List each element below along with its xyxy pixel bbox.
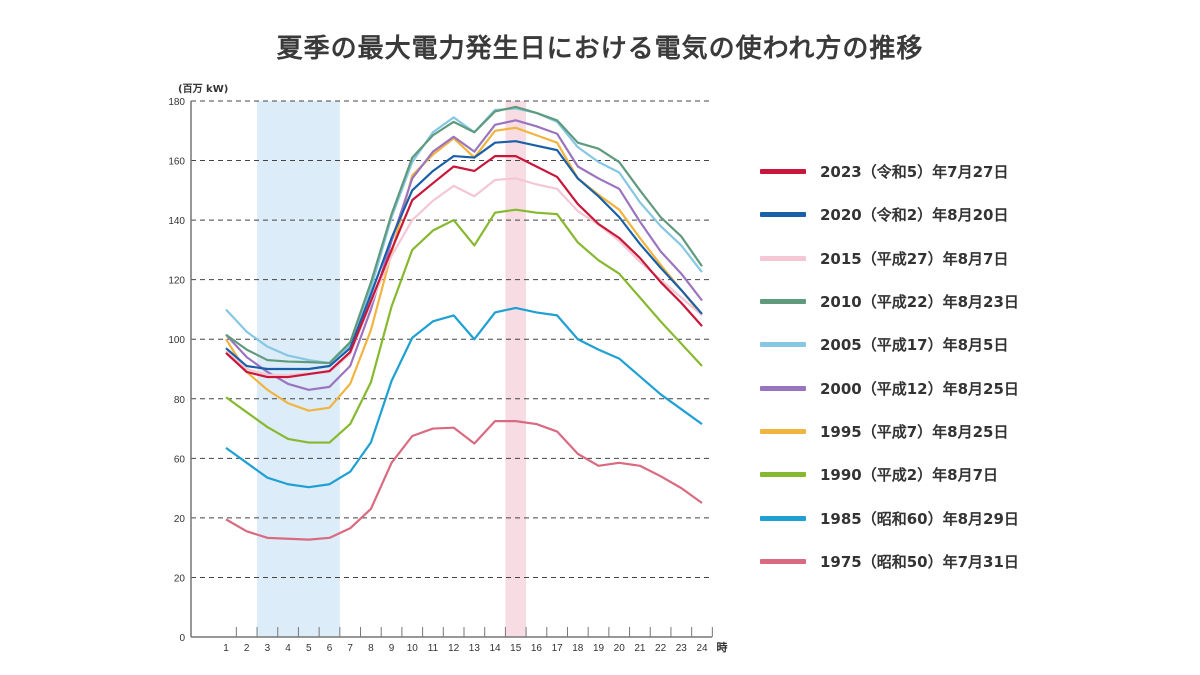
- y-tick-label: 80: [174, 395, 186, 406]
- legend-item: 2005（平成17）年8月5日: [760, 323, 1019, 366]
- x-tick-label: 15: [510, 643, 522, 654]
- legend-item: 2015（平成27）年8月7日: [760, 237, 1019, 280]
- legend-label: 1985（昭和60）年8月29日: [820, 509, 1019, 528]
- legend-item: 1995（平成7）年8月25日: [760, 410, 1019, 453]
- legend-swatch: [760, 212, 806, 218]
- series-line: [225, 105, 703, 365]
- legend-item: 1985（昭和60）年8月29日: [760, 496, 1019, 539]
- highlight-band-peak: [505, 101, 527, 637]
- legend-swatch: [760, 255, 806, 261]
- x-tick-label: 8: [368, 643, 374, 654]
- legend-label: 1975（昭和50）年7月31日: [820, 552, 1019, 571]
- legend-label: 1990（平成2）年8月7日: [820, 466, 999, 485]
- series-line: [225, 140, 703, 371]
- legend-swatch: [760, 169, 806, 175]
- x-tick-label: 11: [428, 643, 439, 654]
- x-tick-label: 2: [244, 643, 250, 654]
- x-axis-label: 時: [717, 640, 728, 654]
- x-tick-label: 16: [531, 643, 543, 654]
- x-tick-label: 3: [265, 643, 271, 654]
- legend-item: 1990（平成2）年8月7日: [760, 453, 1019, 496]
- legend-label: 2015（平成27）年8月7日: [820, 249, 1009, 268]
- y-axis-unit-label: (百万 kW): [178, 83, 228, 95]
- x-tick-label: 1: [223, 643, 229, 654]
- series-line: [225, 154, 703, 379]
- y-tick-label: 160: [168, 157, 185, 168]
- legend-label: 2010（平成22）年8月23日: [820, 293, 1019, 312]
- legend-item: 2000（平成12）年8月25日: [760, 366, 1019, 409]
- x-tick-label: 22: [655, 643, 667, 654]
- series-line: [225, 126, 703, 412]
- x-tick-label: 13: [469, 643, 481, 654]
- x-tick-label: 4: [285, 643, 291, 654]
- legend-label: 1995（平成7）年8月25日: [820, 422, 1009, 441]
- legend-item: 1975（昭和50）年7月31日: [760, 540, 1019, 583]
- y-tick-label: 60: [174, 454, 186, 465]
- x-tick-label: 24: [696, 643, 708, 654]
- x-tick-label: 6: [327, 643, 333, 654]
- legend-swatch: [760, 558, 806, 564]
- chart-title: 夏季の最大電力発生日における電気の使われ方の推移: [276, 34, 924, 64]
- x-tick-label: 23: [676, 643, 688, 654]
- x-tick-label: 20: [614, 643, 626, 654]
- series-line: [225, 420, 703, 541]
- legend-item: 2010（平成22）年8月23日: [760, 280, 1019, 323]
- x-tick-label: 5: [306, 643, 312, 654]
- y-tick-label: 20: [174, 573, 186, 584]
- legend-label: 2005（平成17）年8月5日: [820, 336, 1009, 355]
- x-tick-label: 17: [552, 643, 564, 654]
- y-tick-label: 140: [168, 216, 185, 227]
- axes: [190, 101, 713, 638]
- x-tick-label: 19: [593, 643, 605, 654]
- legend-label: 2020（令和2）年8月20日: [820, 206, 1009, 225]
- series-lines: [225, 105, 703, 541]
- legend-swatch: [760, 385, 806, 391]
- x-tick-label: 21: [634, 643, 646, 654]
- y-tick-label: 100: [168, 335, 185, 346]
- legend-label: 2000（平成12）年8月25日: [820, 379, 1019, 398]
- series-line: [225, 107, 703, 365]
- series-line: [225, 119, 703, 391]
- legend-swatch: [760, 472, 806, 478]
- legend-swatch: [760, 428, 806, 434]
- x-tick-label: 12: [448, 643, 460, 654]
- series-line: [225, 208, 703, 444]
- legend-label: 2023（令和5）年7月27日: [820, 163, 1009, 182]
- legend-swatch: [760, 342, 806, 348]
- x-tick-label: 7: [347, 643, 353, 654]
- legend-item: 2023（令和5）年7月27日: [760, 150, 1019, 193]
- legend-item: 2020（令和2）年8月20日: [760, 193, 1019, 236]
- y-tick-label: 120: [168, 276, 185, 287]
- legend-swatch: [760, 515, 806, 521]
- y-tick-label: 20: [174, 514, 186, 525]
- x-tick-label: 9: [389, 643, 395, 654]
- x-tick-label: 14: [489, 643, 501, 654]
- legend: 2023（令和5）年7月27日 2020（令和2）年8月20日 2015（平成27）…: [760, 150, 1019, 583]
- series-line: [225, 306, 703, 489]
- y-tick-label: 0: [179, 633, 185, 644]
- x-tick-label: 10: [407, 643, 419, 654]
- x-tick-label: 18: [572, 643, 584, 654]
- legend-swatch: [760, 299, 806, 305]
- y-tick-label: 180: [168, 97, 185, 108]
